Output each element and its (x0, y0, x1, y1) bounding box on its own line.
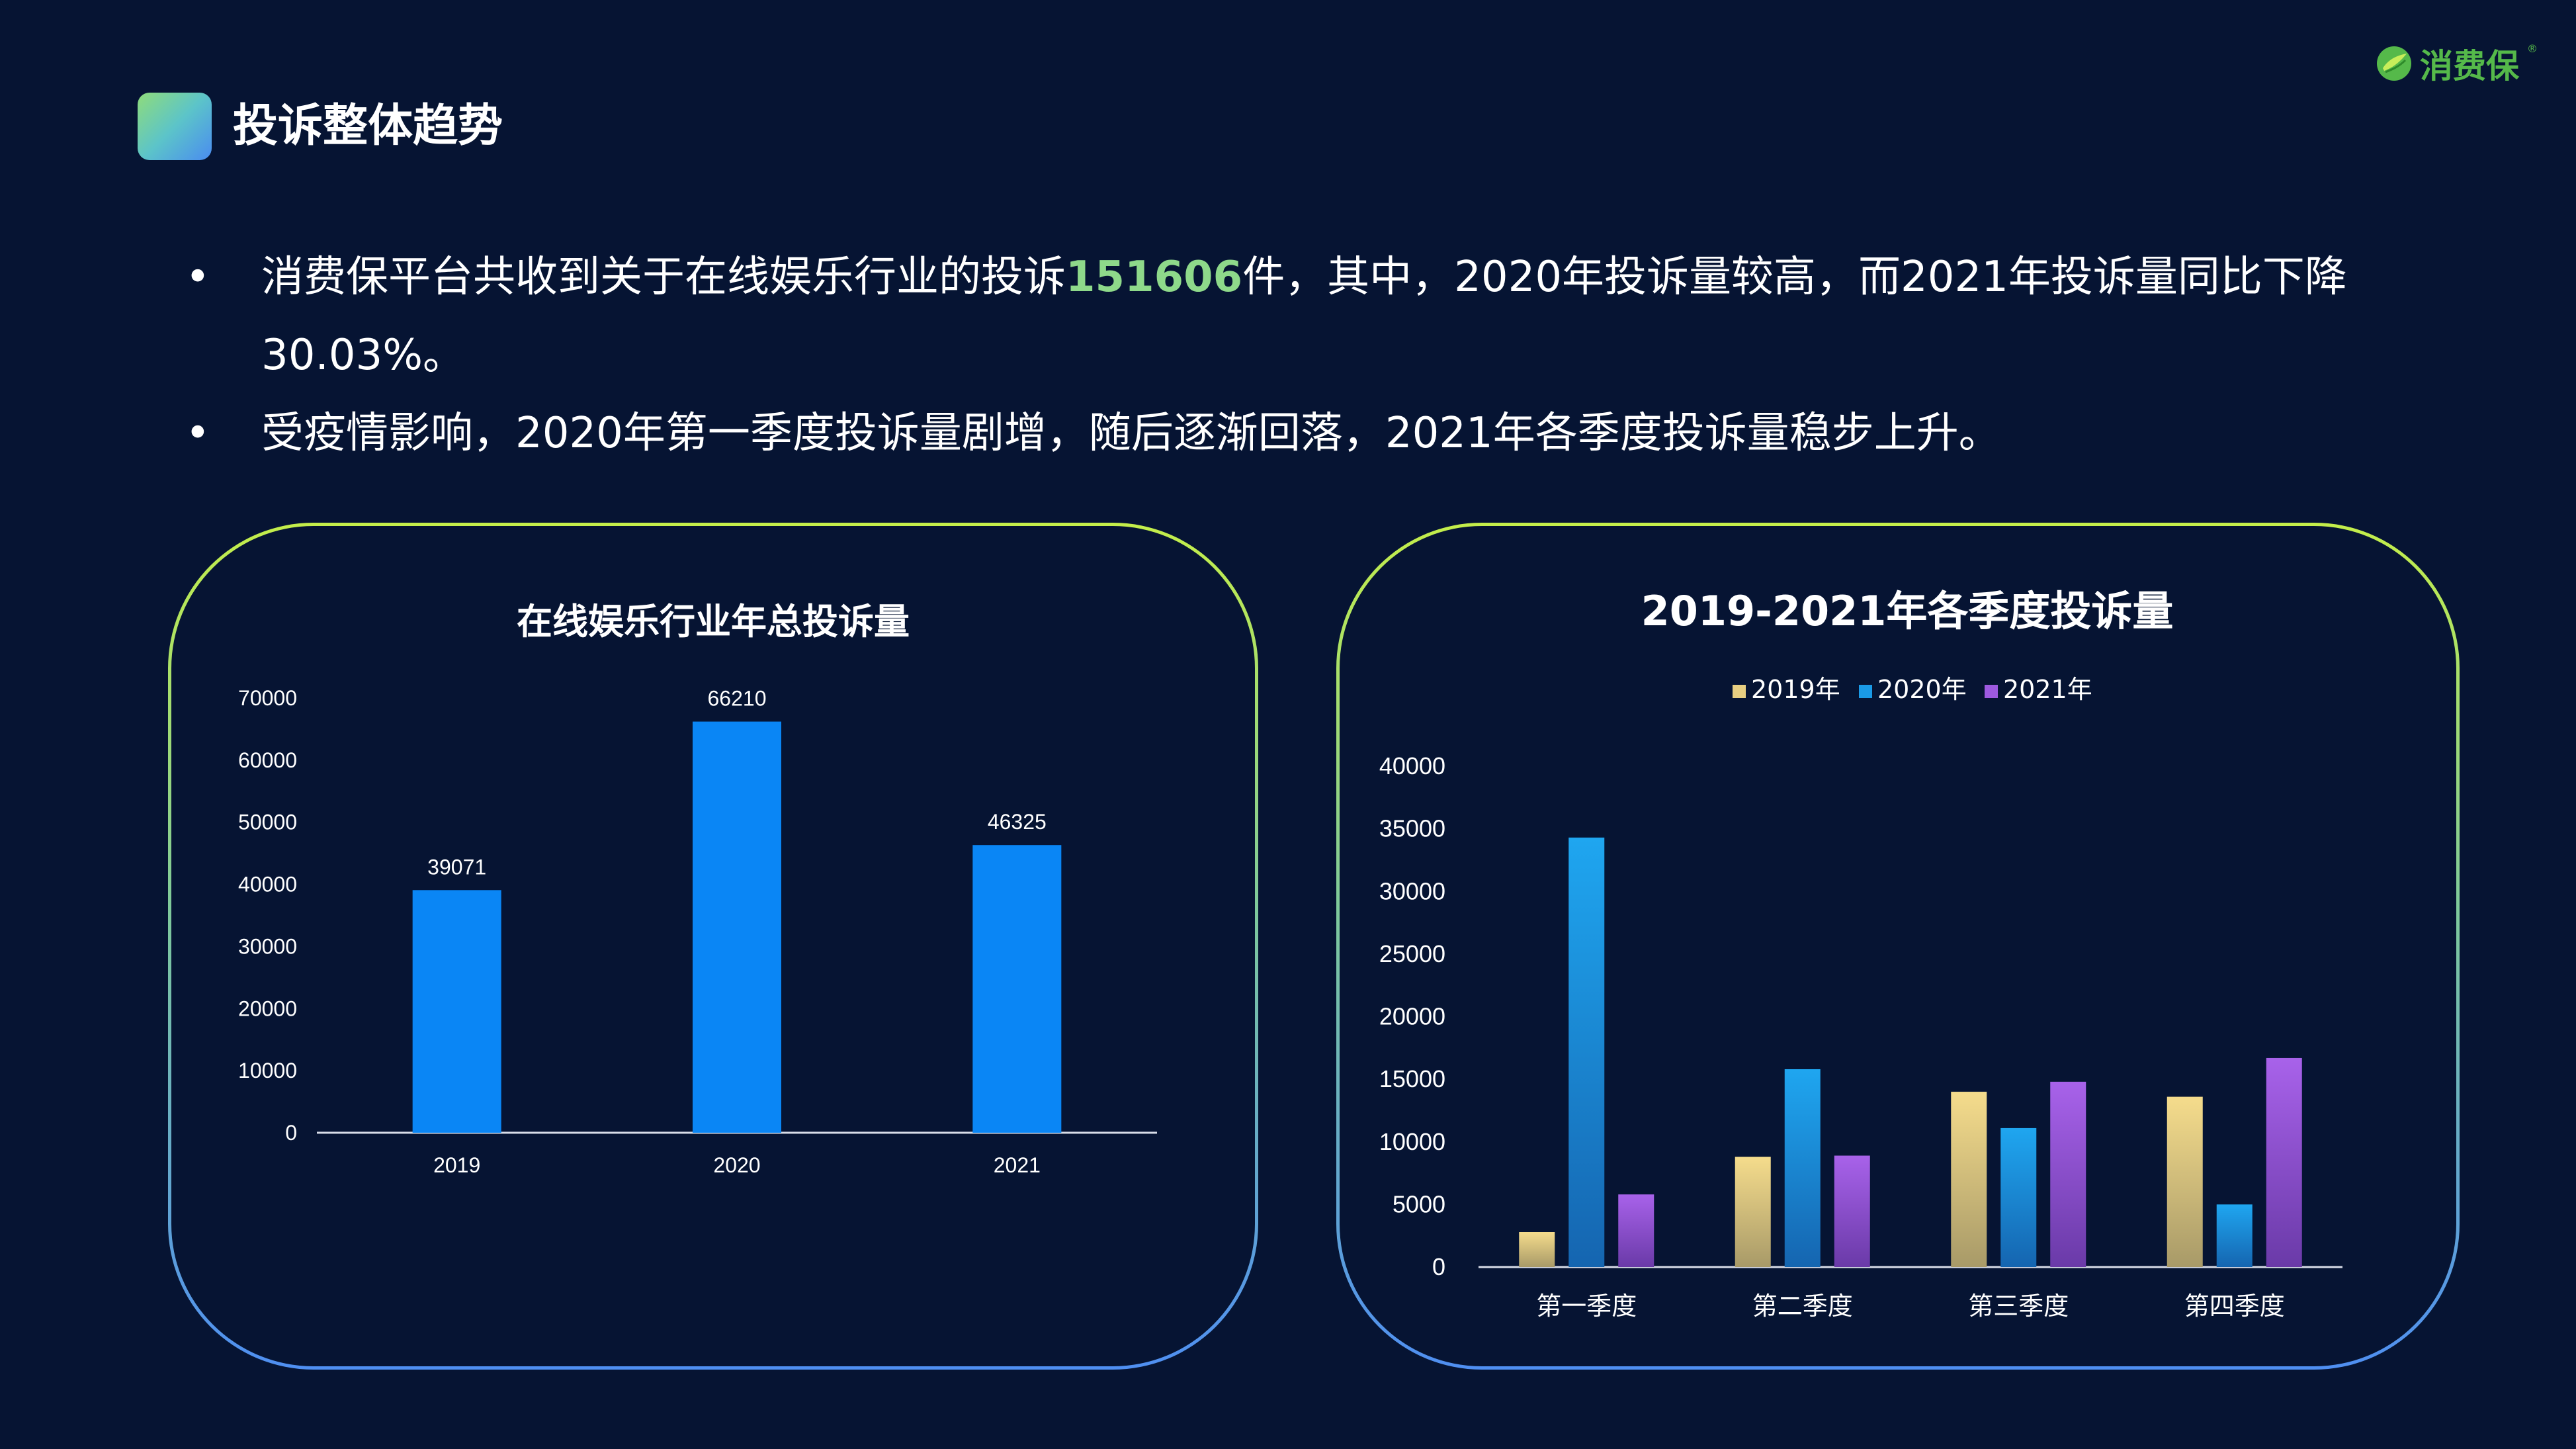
bar (972, 845, 1062, 1133)
bar (2050, 1081, 2086, 1267)
quarterly-chart-panel: 2019-2021年各季度投诉量 2019年 2020年 2021年 0 5000 1000… (1336, 523, 2460, 1370)
x-tick-label: 第一季度 (1536, 1292, 1637, 1321)
legend-label: 2021年 (2003, 675, 2092, 704)
bar (2216, 1204, 2253, 1267)
bullet-text: 受疫情影响，2020年第一季度投诉量剧增，随后逐渐回落，2021年各季度投诉量稳… (261, 394, 2434, 472)
title-accent-square (138, 93, 212, 160)
y-tick-label: 20000 (1379, 1003, 1445, 1030)
legend-label: 2019年 (1751, 675, 1840, 704)
y-tick-label: 20000 (238, 996, 297, 1020)
leaf-logo-icon (2377, 46, 2411, 81)
bar (1784, 1069, 1821, 1267)
bullet-text-part: 受疫情影响，2020年第一季度投诉量剧增，随后逐渐回落，2021年各季度投诉量稳… (261, 409, 2001, 458)
bar (1568, 837, 1605, 1267)
x-tick-label: 2020 (713, 1153, 760, 1177)
y-tick-label: 70000 (238, 686, 297, 710)
y-tick-label: 40000 (1379, 752, 1445, 779)
complaint-total-highlight: 151606 (1066, 253, 1243, 302)
legend-swatch (1733, 685, 1746, 698)
y-tick-label: 40000 (238, 873, 297, 897)
x-tick-label: 2019 (433, 1153, 480, 1177)
annual-chart-panel: 在线娱乐行业年总投诉量 0 10000 20000 30000 40000 50000 600… (168, 523, 1258, 1370)
bar (1618, 1194, 1654, 1267)
legend-label: 2020年 (1877, 675, 1967, 704)
bar (1834, 1155, 1870, 1267)
bullet-item: • 消费保平台共收到关于在线娱乐行业的投诉151606件，其中，2020年投诉量… (185, 238, 2434, 394)
chart-title: 在线娱乐行业年总投诉量 (517, 601, 910, 642)
registered-mark: ® (2527, 42, 2538, 55)
legend-swatch (1859, 685, 1872, 698)
y-tick-label: 0 (285, 1121, 297, 1145)
bar (1519, 1232, 1555, 1267)
bar (2167, 1096, 2203, 1267)
x-tick-label: 第二季度 (1752, 1292, 1853, 1321)
bar (1735, 1157, 1771, 1267)
bar (1951, 1092, 1987, 1267)
y-tick-label: 15000 (1379, 1065, 1445, 1092)
bar (2000, 1127, 2037, 1267)
x-tick-label: 2021 (994, 1153, 1041, 1177)
data-label: 39071 (427, 855, 486, 879)
y-tick-label: 0 (1432, 1253, 1445, 1280)
data-label: 66210 (708, 687, 767, 711)
y-tick-label: 10000 (238, 1059, 297, 1082)
x-tick-label: 第三季度 (1968, 1292, 2069, 1321)
quarterly-complaints-chart: 2019-2021年各季度投诉量 2019年 2020年 2021年 0 5000 1000… (1379, 587, 2342, 1321)
y-tick-label: 60000 (238, 748, 297, 772)
y-tick-label: 30000 (1379, 877, 1445, 904)
y-tick-label: 10000 (1379, 1128, 1445, 1155)
legend-swatch (1985, 685, 1998, 698)
y-tick-label: 30000 (238, 934, 297, 958)
bullet-list: • 消费保平台共收到关于在线娱乐行业的投诉151606件，其中，2020年投诉量… (185, 238, 2434, 472)
bullet-text: 消费保平台共收到关于在线娱乐行业的投诉151606件，其中，2020年投诉量较高… (261, 238, 2434, 394)
brand-logo: 消费保 ® (2375, 42, 2538, 85)
chart-title: 2019-2021年各季度投诉量 (1641, 587, 2174, 635)
bar (693, 721, 781, 1133)
bar (2266, 1057, 2302, 1267)
bullet-dot: • (185, 253, 210, 302)
bullet-item: • 受疫情影响，2020年第一季度投诉量剧增，随后逐渐回落，2021年各季度投诉… (185, 394, 2434, 472)
logo-text: 消费保 (2420, 47, 2519, 85)
page-title: 投诉整体趋势 (233, 100, 503, 152)
bullet-text-part: 件，其中，2020年投诉量较高，而2021年投诉量同比下降30.03%。 (261, 253, 2347, 380)
y-tick-label: 50000 (238, 811, 297, 834)
y-tick-label: 35000 (1379, 815, 1445, 842)
data-label: 46325 (988, 810, 1047, 834)
bullet-dot: • (185, 409, 210, 458)
annual-complaints-chart: 在线娱乐行业年总投诉量 0 10000 20000 30000 40000 50000 600… (238, 601, 1157, 1177)
bullet-text-part: 消费保平台共收到关于在线娱乐行业的投诉 (261, 253, 1066, 302)
bar (412, 890, 501, 1133)
y-tick-label: 5000 (1393, 1190, 1445, 1217)
x-tick-label: 第四季度 (2184, 1292, 2285, 1321)
y-tick-label: 25000 (1379, 940, 1445, 967)
